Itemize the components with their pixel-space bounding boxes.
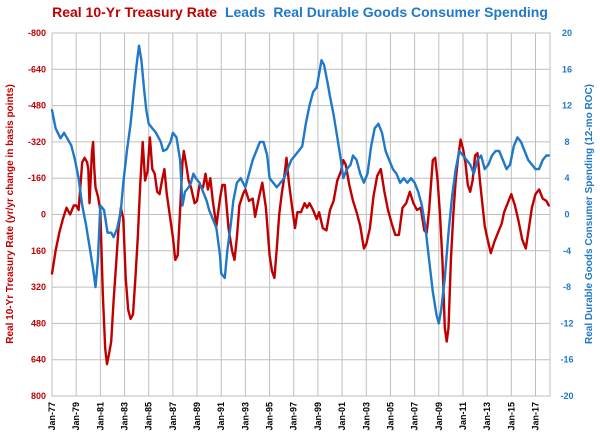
left-tick-label: -640 [28, 64, 46, 74]
x-tick-label: Jan-01 [337, 402, 347, 431]
right-tick-label: 20 [562, 28, 572, 38]
x-tick-label: Jan-11 [458, 402, 468, 430]
x-tick-label: Jan-81 [95, 402, 105, 431]
left-tick-label: 640 [31, 355, 46, 365]
right-tick-label: -16 [560, 355, 573, 365]
x-tick-label: Jan-09 [434, 402, 444, 431]
left-tick-label: -160 [28, 173, 46, 183]
x-tick-label: Jan-87 [168, 402, 178, 431]
right-tick-label: 8 [564, 137, 569, 147]
left-tick-label: 0 [41, 210, 46, 220]
x-tick-label: Jan-07 [410, 402, 420, 431]
series-line-treasury-rate [50, 136, 550, 366]
x-tick-label: Jan-97 [289, 402, 299, 431]
x-tick-label: Jan-03 [361, 402, 371, 431]
right-tick-label: 4 [564, 173, 569, 183]
x-tick-label: Jan-99 [313, 402, 323, 431]
title-connector: Leads [225, 4, 266, 20]
x-tick-label: Jan-77 [47, 402, 57, 431]
right-tick-label: 0 [564, 210, 569, 220]
left-tick-label: 160 [31, 246, 46, 256]
right-tick-label: -20 [560, 391, 573, 401]
x-axis-tick-labels: Jan-77 Jan-79 Jan-81 Jan-83 Jan-85 Jan-87 Jan-… [47, 402, 540, 431]
title-blue-part: Real Durable Goods Consumer Spending [273, 4, 548, 20]
x-tick-label: Jan-79 [71, 402, 81, 431]
x-tick-label: Jan-05 [385, 402, 395, 431]
series-lines [50, 44, 550, 366]
plot-area-border [51, 32, 551, 397]
x-tick-label: Jan-17 [530, 402, 540, 431]
x-tick-label: Jan-15 [506, 402, 516, 431]
left-axis-tick-labels: -800 -640 -480 -320 -160 0 160 320 480 640 800 [28, 28, 46, 401]
left-tick-label: 320 [31, 282, 46, 292]
x-tick-label: Jan-91 [216, 402, 226, 431]
x-tick-label: Jan-85 [144, 402, 154, 431]
left-tick-label: -800 [28, 28, 46, 38]
left-axis-title: Real 10-Yr Treasury Rate (yr/yr change i… [5, 84, 16, 344]
right-axis-title: Real Durable Goods Consumer Spending (12… [584, 84, 595, 344]
x-tick-label: Jan-83 [120, 402, 130, 431]
x-tick-label: Jan-93 [240, 402, 250, 431]
right-tick-label: 16 [562, 64, 572, 74]
series-line-durable-goods [50, 44, 550, 325]
right-tick-label: -4 [563, 246, 571, 256]
x-tick-label: Jan-13 [482, 402, 492, 431]
right-tick-label: 12 [562, 101, 572, 111]
left-tick-label: -320 [28, 137, 46, 147]
title-red-part: Real 10-Yr Treasury Rate [52, 4, 217, 20]
left-tick-label: -480 [28, 101, 46, 111]
x-tick-label: Jan-95 [265, 402, 275, 431]
gridlines [52, 33, 550, 396]
right-axis-tick-labels: 20 16 12 8 4 0 -4 -8 -12 -16 -20 [560, 28, 573, 401]
chart-title: Real 10-Yr Treasury Rate Leads Real Dura… [52, 4, 548, 20]
x-tick-label: Jan-89 [192, 402, 202, 431]
right-tick-label: -8 [563, 282, 571, 292]
left-tick-label: 800 [31, 391, 46, 401]
right-tick-label: -12 [560, 318, 573, 328]
left-tick-label: 480 [31, 318, 46, 328]
